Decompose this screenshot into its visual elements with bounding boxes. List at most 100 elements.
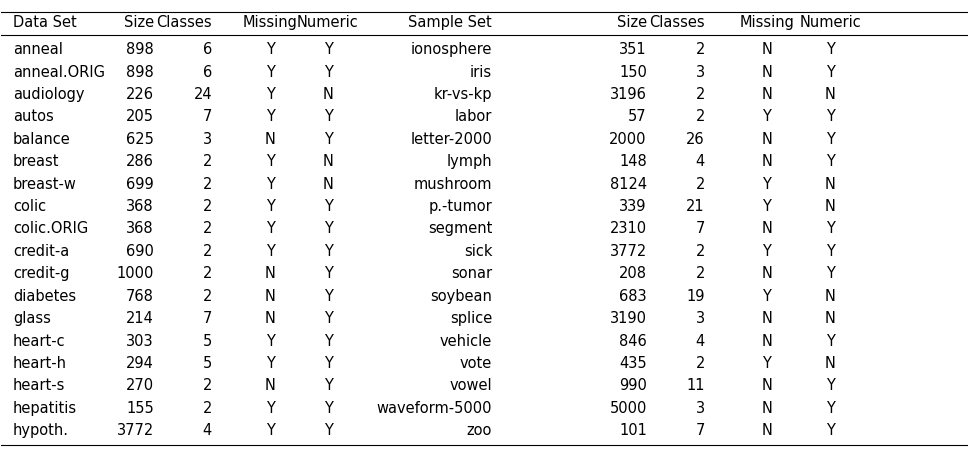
Text: Y: Y (324, 266, 332, 282)
Text: N: N (762, 64, 772, 80)
Text: 2: 2 (696, 109, 704, 125)
Text: 3: 3 (696, 311, 704, 326)
Text: Y: Y (324, 132, 332, 147)
Text: 155: 155 (126, 401, 154, 416)
Text: Classes: Classes (156, 15, 212, 30)
Text: 226: 226 (126, 87, 154, 102)
Text: N: N (265, 289, 275, 304)
Text: sonar: sonar (452, 266, 492, 282)
Text: 2: 2 (203, 244, 212, 259)
Text: Y: Y (266, 64, 274, 80)
Text: 2: 2 (203, 221, 212, 237)
Text: N: N (762, 311, 772, 326)
Text: waveform-5000: waveform-5000 (377, 401, 492, 416)
Text: N: N (265, 311, 275, 326)
Text: Y: Y (266, 221, 274, 237)
Text: sick: sick (464, 244, 492, 259)
Text: Y: Y (266, 356, 274, 371)
Text: 7: 7 (696, 221, 704, 237)
Text: vowel: vowel (450, 378, 492, 394)
Text: Y: Y (266, 154, 274, 169)
Text: 3: 3 (696, 401, 704, 416)
Text: vehicle: vehicle (440, 334, 492, 349)
Text: Y: Y (826, 64, 835, 80)
Text: N: N (762, 154, 772, 169)
Text: 2000: 2000 (610, 132, 647, 147)
Text: 6: 6 (203, 64, 212, 80)
Text: 294: 294 (126, 356, 154, 371)
Text: 4: 4 (696, 154, 704, 169)
Text: 898: 898 (126, 42, 154, 57)
Text: diabetes: diabetes (13, 289, 77, 304)
Text: lymph: lymph (447, 154, 492, 169)
Text: N: N (825, 289, 836, 304)
Text: Size: Size (124, 15, 154, 30)
Text: Y: Y (826, 334, 835, 349)
Text: N: N (762, 221, 772, 237)
Text: 898: 898 (126, 64, 154, 80)
Text: Y: Y (324, 334, 332, 349)
Text: 21: 21 (686, 199, 704, 214)
Text: N: N (762, 42, 772, 57)
Text: 3196: 3196 (610, 87, 647, 102)
Text: breast-w: breast-w (13, 177, 77, 192)
Text: Missing: Missing (739, 15, 794, 30)
Text: N: N (762, 378, 772, 394)
Text: 2: 2 (203, 199, 212, 214)
Text: Y: Y (826, 378, 835, 394)
Text: 368: 368 (126, 199, 154, 214)
Text: N: N (265, 378, 275, 394)
Text: Y: Y (266, 177, 274, 192)
Text: Y: Y (763, 199, 771, 214)
Text: letter-2000: letter-2000 (411, 132, 492, 147)
Text: 699: 699 (126, 177, 154, 192)
Text: N: N (825, 199, 836, 214)
Text: 2: 2 (696, 244, 704, 259)
Text: Y: Y (266, 199, 274, 214)
Text: 303: 303 (126, 334, 154, 349)
Text: Size: Size (616, 15, 647, 30)
Text: Numeric: Numeric (799, 15, 861, 30)
Text: 7: 7 (696, 423, 704, 438)
Text: Y: Y (324, 289, 332, 304)
Text: N: N (323, 177, 333, 192)
Text: Y: Y (826, 423, 835, 438)
Text: 5: 5 (203, 356, 212, 371)
Text: Y: Y (266, 423, 274, 438)
Text: 150: 150 (619, 64, 647, 80)
Text: Y: Y (763, 356, 771, 371)
Text: audiology: audiology (13, 87, 84, 102)
Text: Missing: Missing (242, 15, 297, 30)
Text: 990: 990 (619, 378, 647, 394)
Text: Y: Y (324, 423, 332, 438)
Text: Y: Y (324, 64, 332, 80)
Text: Y: Y (266, 87, 274, 102)
Text: 4: 4 (203, 423, 212, 438)
Text: 683: 683 (619, 289, 647, 304)
Text: 846: 846 (619, 334, 647, 349)
Text: Y: Y (826, 42, 835, 57)
Text: Y: Y (266, 42, 274, 57)
Text: Y: Y (324, 109, 332, 125)
Text: 3772: 3772 (117, 423, 154, 438)
Text: Y: Y (826, 154, 835, 169)
Text: 214: 214 (126, 311, 154, 326)
Text: Y: Y (826, 401, 835, 416)
Text: 26: 26 (686, 132, 704, 147)
Text: Sample Set: Sample Set (409, 15, 492, 30)
Text: 205: 205 (126, 109, 154, 125)
Text: Y: Y (826, 132, 835, 147)
Text: 2: 2 (203, 154, 212, 169)
Text: 2: 2 (203, 289, 212, 304)
Text: balance: balance (13, 132, 71, 147)
Text: Y: Y (324, 378, 332, 394)
Text: 3: 3 (696, 64, 704, 80)
Text: 2: 2 (696, 356, 704, 371)
Text: 5: 5 (203, 334, 212, 349)
Text: Y: Y (324, 401, 332, 416)
Text: N: N (762, 334, 772, 349)
Text: Y: Y (763, 109, 771, 125)
Text: Y: Y (266, 334, 274, 349)
Text: Y: Y (324, 199, 332, 214)
Text: 2: 2 (696, 177, 704, 192)
